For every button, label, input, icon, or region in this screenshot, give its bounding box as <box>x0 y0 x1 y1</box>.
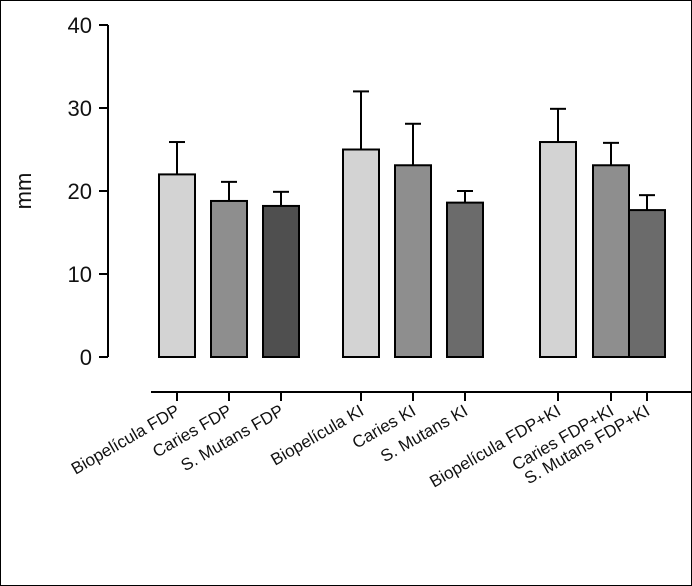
y-tick-label: 10 <box>68 262 92 287</box>
bar-6 <box>539 141 577 358</box>
bar-8 <box>628 209 666 358</box>
error-bars <box>169 90 655 211</box>
bars <box>158 141 666 358</box>
bar-2 <box>262 204 300 358</box>
y-axis-title: mm <box>11 173 36 210</box>
bar-0 <box>158 173 196 358</box>
y-axis: 0 10 20 30 40 <box>68 13 109 370</box>
y-tick-label: 40 <box>68 13 92 38</box>
bar-7 <box>592 164 630 358</box>
bar-1 <box>210 199 248 358</box>
bar-3 <box>342 148 380 358</box>
y-tick-label: 20 <box>68 179 92 204</box>
y-tick-label: 0 <box>80 345 92 370</box>
bar-4 <box>394 164 432 358</box>
y-tick-label: 30 <box>68 96 92 121</box>
bar-5 <box>446 201 484 358</box>
